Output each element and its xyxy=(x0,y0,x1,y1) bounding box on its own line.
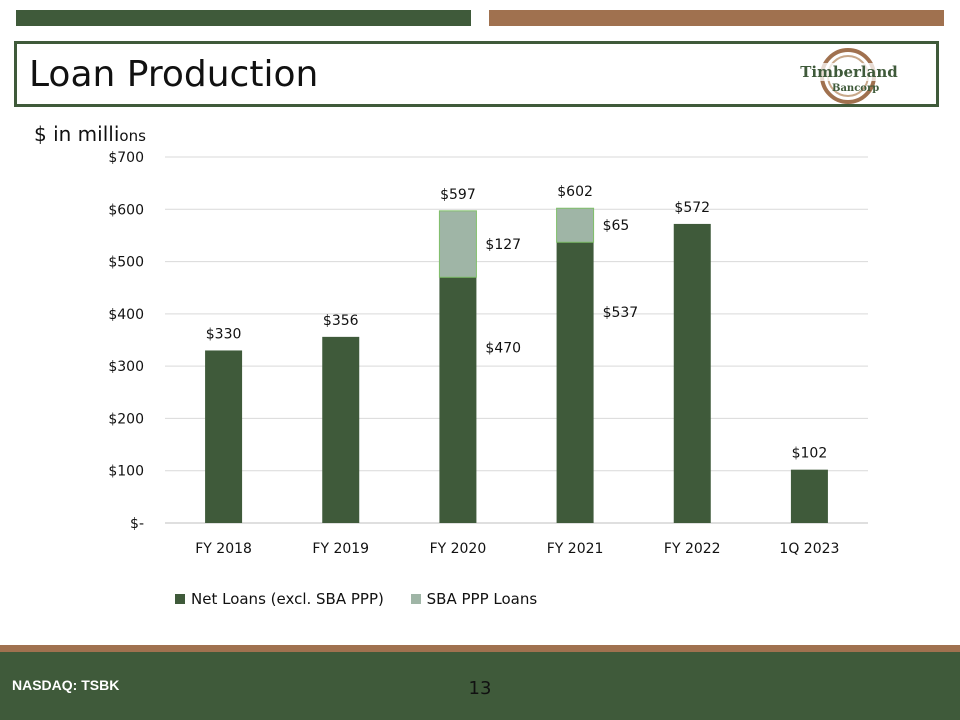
y-tick-label: $100 xyxy=(108,464,144,480)
segment-data-label: $470 xyxy=(485,340,521,356)
legend-label-sba-ppp: SBA PPP Loans xyxy=(426,590,538,608)
bar-net-loans xyxy=(556,242,594,523)
total-data-label: $102 xyxy=(792,446,828,462)
y-tick-label: $200 xyxy=(108,411,144,427)
units-label-main: $ in milli xyxy=(34,122,120,146)
timberland-logo: Timberland Bancorp xyxy=(794,47,914,105)
legend-item-sba-ppp: SBA PPP Loans xyxy=(410,590,538,608)
bar-net-loans xyxy=(205,350,243,523)
total-data-label: $602 xyxy=(557,184,593,200)
footer: NASDAQ: TSBK 13 xyxy=(0,652,960,720)
y-tick-label: $400 xyxy=(108,307,144,323)
y-tick-label: $500 xyxy=(108,255,144,271)
page-number: 13 xyxy=(468,678,492,699)
y-tick-label: $- xyxy=(130,516,144,532)
bar-net-loans xyxy=(439,277,477,523)
x-tick-label: FY 2018 xyxy=(195,541,252,557)
loan-production-chart: $- $100 $200 $300 $400 $500 $600 $700 $330 FY 201… xyxy=(108,150,868,557)
legend-swatch-sba-ppp xyxy=(410,594,421,604)
units-label-small: ons xyxy=(119,127,146,145)
total-data-label: $330 xyxy=(206,326,242,342)
page-title: Loan Production xyxy=(29,54,319,95)
segment-data-label: $537 xyxy=(603,305,639,321)
x-tick-label: FY 2019 xyxy=(312,541,369,557)
chart-legend: Net Loans (excl. SBA PPP) SBA PPP Loans xyxy=(175,590,559,608)
units-label: $ in millions xyxy=(34,122,146,146)
top-accent-bar-right xyxy=(489,10,944,26)
x-tick-label: FY 2022 xyxy=(664,541,721,557)
title-box: Loan Production Timberland Bancorp xyxy=(14,41,939,107)
x-tick-label: 1Q 2023 xyxy=(779,541,839,557)
y-tick-label: $300 xyxy=(108,359,144,375)
nasdaq-ticker: NASDAQ: TSBK xyxy=(12,677,120,693)
segment-data-label: $127 xyxy=(485,237,521,253)
total-data-label: $356 xyxy=(323,313,359,329)
footer-accent-line xyxy=(0,645,960,652)
legend-swatch-net-loans xyxy=(175,594,185,604)
logo-name: Timberland xyxy=(794,63,904,81)
bar-sba-ppp xyxy=(438,210,477,278)
bar-sba-ppp xyxy=(556,207,595,243)
bar-net-loans xyxy=(790,469,828,523)
legend-label-net-loans: Net Loans (excl. SBA PPP) xyxy=(191,590,384,608)
total-data-label: $572 xyxy=(674,200,710,216)
legend-item-net-loans: Net Loans (excl. SBA PPP) xyxy=(175,590,384,608)
x-tick-label: FY 2020 xyxy=(430,541,487,557)
top-accent-bar-left xyxy=(16,10,471,26)
x-tick-label: FY 2021 xyxy=(547,541,604,557)
y-tick-label: $700 xyxy=(108,150,144,166)
logo-sub: Bancorp xyxy=(832,83,880,94)
segment-data-label: $65 xyxy=(603,218,630,234)
bar-net-loans xyxy=(673,223,711,523)
bar-net-loans xyxy=(322,336,360,523)
total-data-label: $597 xyxy=(440,187,476,203)
y-tick-label: $600 xyxy=(108,202,144,218)
